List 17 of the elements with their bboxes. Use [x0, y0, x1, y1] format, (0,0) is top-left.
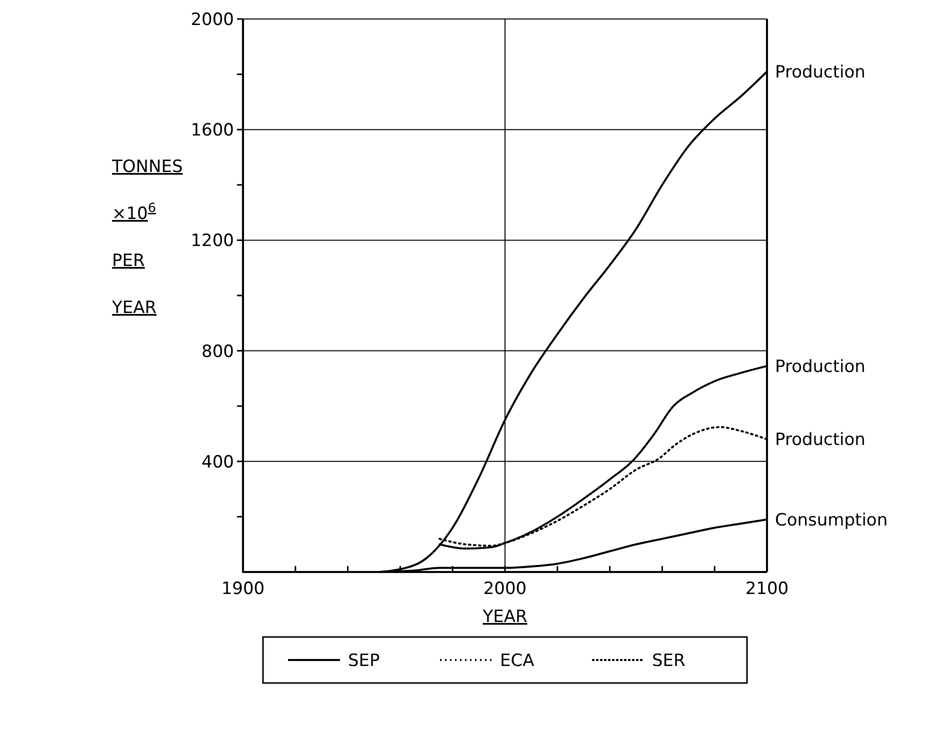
legend-label: ECA — [500, 650, 535, 671]
text: TONNES ×10$^{6}$ PER YEAR — [112, 157, 183, 318]
text: Consumption — [775, 510, 888, 530]
x-tick-label: 2100 — [745, 579, 789, 599]
legend-label: SER — [652, 650, 686, 671]
x-axis-title: YEAR — [482, 607, 528, 627]
y-tick-label: 800 — [202, 342, 234, 362]
y-tick-label: 2000 — [190, 10, 234, 30]
y-tick-label: 1200 — [190, 231, 234, 252]
y-tick-label: 400 — [202, 452, 234, 472]
legend-label: SEP — [348, 650, 380, 671]
text: Production — [775, 356, 866, 377]
y-tick-label: 1600 — [190, 120, 234, 141]
text: Production — [775, 62, 866, 82]
text: Production — [775, 430, 866, 450]
x-tick-label: 2000 — [483, 579, 527, 599]
x-tick-label: 1900 — [221, 579, 265, 599]
